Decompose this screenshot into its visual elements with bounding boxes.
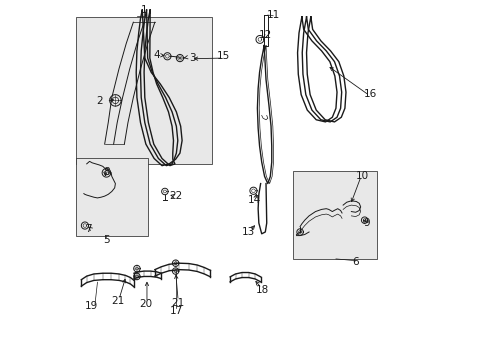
Text: 12: 12 [258, 30, 271, 40]
Text: 2: 2 [96, 96, 102, 106]
Text: 22: 22 [169, 191, 182, 201]
Text: 15: 15 [216, 51, 229, 61]
Text: 3: 3 [189, 53, 195, 63]
Text: 14: 14 [247, 195, 261, 205]
Bar [292, 171, 376, 259]
Bar [76, 17, 212, 164]
Text: 9: 9 [363, 218, 369, 228]
Text: 11: 11 [266, 10, 279, 20]
Text: 6: 6 [352, 257, 358, 267]
Text: 17: 17 [169, 306, 183, 316]
Bar [76, 158, 147, 235]
Text: 19: 19 [84, 301, 98, 311]
Text: 7: 7 [85, 224, 92, 234]
Text: 16: 16 [363, 89, 376, 99]
Text: 18: 18 [255, 285, 268, 295]
Text: 5: 5 [103, 235, 109, 245]
Text: 21: 21 [111, 296, 124, 306]
Text: 20: 20 [139, 299, 152, 309]
Text: 1: 1 [141, 5, 147, 15]
Text: 4: 4 [153, 50, 160, 60]
Text: 8: 8 [103, 167, 109, 177]
Text: 10: 10 [356, 171, 368, 181]
Text: 13: 13 [242, 227, 255, 237]
Text: 21: 21 [170, 298, 183, 308]
